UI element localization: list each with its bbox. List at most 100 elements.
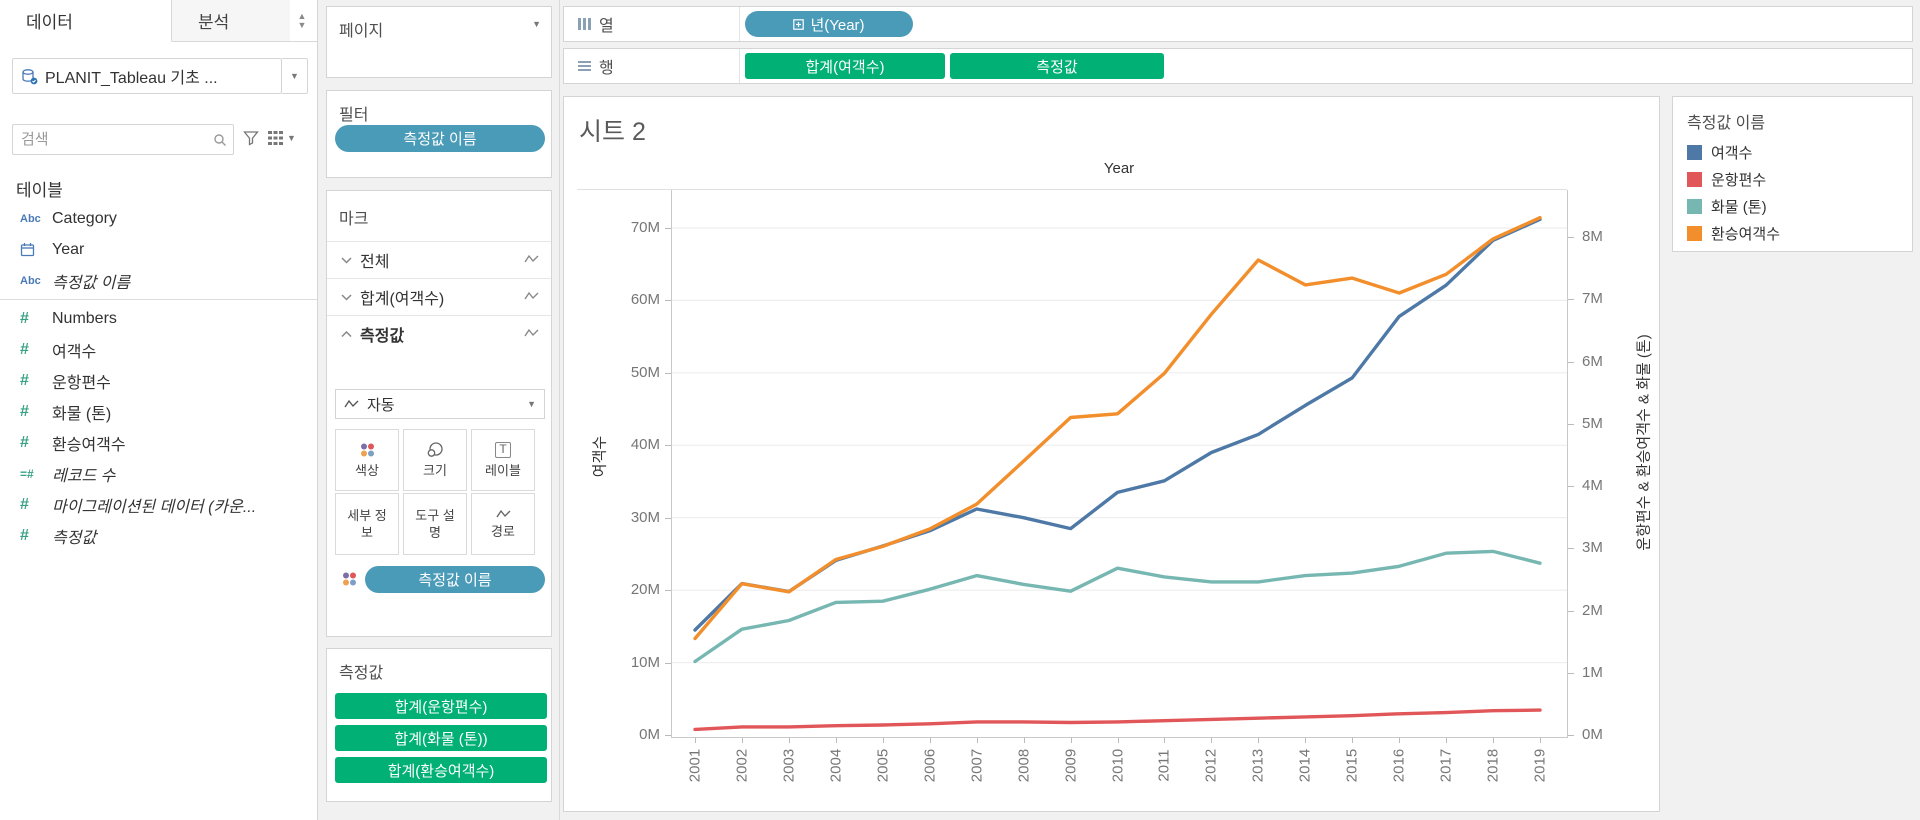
mark-type-caret: ▼ <box>527 399 536 409</box>
marks-row-all[interactable]: 전체 <box>327 241 551 278</box>
legend-item-cargo[interactable]: 화물 (톤) <box>1673 193 1912 220</box>
field-transfer-passengers[interactable]: # 환승여객수 <box>20 433 126 454</box>
number-icon: # <box>20 402 29 420</box>
line-mark-icon <box>524 291 539 301</box>
label-icon: T <box>495 441 511 458</box>
search-icon <box>213 133 227 147</box>
pill-sum-flights[interactable]: 합계(운항편수) <box>335 693 547 719</box>
field-year[interactable]: Year <box>0 234 317 265</box>
cards-panel: 페이지 ▼ 필터 측정값 이름 마크 전체 합계(여객수) 측정값 <box>318 0 560 820</box>
pill-year[interactable]: 년(Year) <box>745 11 913 37</box>
path-button[interactable]: 경로 <box>471 493 535 555</box>
sheet-title: 시트 2 <box>579 118 646 146</box>
abc-icon: Abc <box>20 274 41 287</box>
field-cargo[interactable]: # 화물 (톤) <box>20 402 112 423</box>
rows-shelf: 행 합계(여객수) 측정값 <box>563 48 1913 84</box>
marks-row-measure-values[interactable]: 측정값 <box>327 315 551 352</box>
filter-pill-measure-names[interactable]: 측정값 이름 <box>335 125 545 152</box>
line-mark-icon <box>524 254 539 264</box>
calendar-icon <box>20 242 52 257</box>
color-legend-pill-measure-names[interactable]: 측정값 이름 <box>365 566 545 593</box>
color-icon <box>341 571 357 587</box>
field-numbers[interactable]: # Numbers <box>20 309 117 327</box>
color-button[interactable]: 색상 <box>335 429 399 491</box>
right-axis-title: 운항편수 & 환승여객수 & 화물 (톤) <box>1635 334 1653 551</box>
field-measure-values[interactable]: # 측정값 <box>20 526 97 547</box>
pages-card-title: 페이지 <box>339 23 384 40</box>
calculated-number-icon: =# <box>20 466 34 481</box>
datasource-name: PLANIT_Tableau 기초 ... <box>45 70 218 87</box>
legend-swatch <box>1687 226 1702 241</box>
field-migrated-data[interactable]: # 마이그레이션된 데이터 (카운... <box>20 495 257 516</box>
left-axis-line <box>671 190 672 737</box>
measure-values-card-title: 측정값 <box>339 665 384 682</box>
left-axis-title: 여객수 <box>591 435 609 478</box>
datasource-selector[interactable]: PLANIT_Tableau 기초 ... <box>12 58 282 94</box>
pages-card: 페이지 ▼ <box>326 6 552 78</box>
path-icon <box>495 509 511 519</box>
marks-card: 마크 전체 합계(여객수) 측정값 자동 ▼ <box>326 190 552 637</box>
field-category[interactable]: Abc Category <box>20 209 117 227</box>
chevron-down-icon <box>341 256 352 264</box>
search-input[interactable] <box>19 130 213 149</box>
legend-card: 측정값 이름 여객수 운항편수 화물 (톤) 환승여객수 <box>1672 96 1913 252</box>
line-mark-icon <box>344 399 359 409</box>
mark-type-dropdown[interactable]: 자동 ▼ <box>335 389 545 419</box>
legend-swatch <box>1687 199 1702 214</box>
marks-row-sum-passengers[interactable]: 합계(여객수) <box>327 278 551 315</box>
expand-plus-icon[interactable] <box>793 18 805 30</box>
view-options-icon[interactable]: ▼ <box>268 131 296 145</box>
number-icon: # <box>20 371 29 389</box>
legend-item-passengers[interactable]: 여객수 <box>1673 139 1912 166</box>
line-chart-plot[interactable] <box>672 190 1567 737</box>
field-measure-names[interactable]: Abc 측정값 이름 <box>20 274 131 292</box>
legend-item-transfer[interactable]: 환승여객수 <box>1673 220 1912 247</box>
marks-card-title: 마크 <box>339 211 369 228</box>
datasource-icon <box>21 68 38 85</box>
pages-card-caret[interactable]: ▼ <box>532 19 541 29</box>
detail-button[interactable]: 세부 정보 <box>335 493 399 555</box>
x-axis-title: Year <box>1103 160 1135 177</box>
chevron-up-icon <box>341 330 352 338</box>
filters-card: 필터 측정값 이름 <box>326 90 552 178</box>
rows-shelf-label: 행 <box>564 49 740 83</box>
tables-header: 테이블 <box>16 181 63 200</box>
filters-card-title: 필터 <box>339 107 369 124</box>
rows-icon <box>578 61 591 71</box>
filter-fields-icon[interactable] <box>243 130 259 146</box>
legend-title: 측정값 이름 <box>1687 115 1766 132</box>
number-icon: # <box>20 495 29 513</box>
pane-top-divider <box>577 189 1567 190</box>
abc-icon: Abc <box>20 212 41 225</box>
measure-values-card: 측정값 합계(운항편수) 합계(화물 (톤)) 합계(환승여객수) <box>326 648 552 802</box>
dimension-measure-divider <box>0 299 317 300</box>
number-icon: # <box>20 340 29 358</box>
pill-sum-cargo[interactable]: 합계(화물 (톤)) <box>335 725 547 751</box>
field-flights[interactable]: # 운항편수 <box>20 371 111 392</box>
line-mark-icon <box>524 328 539 338</box>
data-pane: 데이터 분석 ▲▼ PLANIT_Tableau 기초 ... ▼ ▼ 테이블 <box>0 0 318 820</box>
pill-sum-passengers[interactable]: 합계(여객수) <box>745 53 945 79</box>
columns-shelf: 열 년(Year) <box>563 6 1913 42</box>
chevron-down-icon <box>341 293 352 301</box>
legend-item-flights[interactable]: 운항편수 <box>1673 166 1912 193</box>
size-button[interactable]: 크기 <box>403 429 467 491</box>
legend-swatch <box>1687 145 1702 160</box>
datasource-dropdown-button[interactable]: ▼ <box>282 58 308 94</box>
view-options-caret: ▼ <box>287 133 296 143</box>
tab-data[interactable]: 데이터 <box>0 0 172 42</box>
field-passengers[interactable]: # 여객수 <box>20 340 97 361</box>
tab-analytics[interactable]: 분석 <box>172 0 290 42</box>
pill-sum-transfer[interactable]: 합계(환승여객수) <box>335 757 547 783</box>
columns-icon <box>578 18 591 30</box>
number-icon: # <box>20 433 29 451</box>
tooltip-button[interactable]: 도구 설명 <box>403 493 467 555</box>
label-button[interactable]: T 레이블 <box>471 429 535 491</box>
number-icon: # <box>20 526 29 544</box>
field-record-count[interactable]: =# 레코드 수 <box>20 466 116 485</box>
pill-measure-values[interactable]: 측정값 <box>950 53 1164 79</box>
worksheet-view <box>563 96 1660 812</box>
legend-swatch <box>1687 172 1702 187</box>
pane-collapse-icon[interactable]: ▲ ▼ <box>297 11 307 30</box>
